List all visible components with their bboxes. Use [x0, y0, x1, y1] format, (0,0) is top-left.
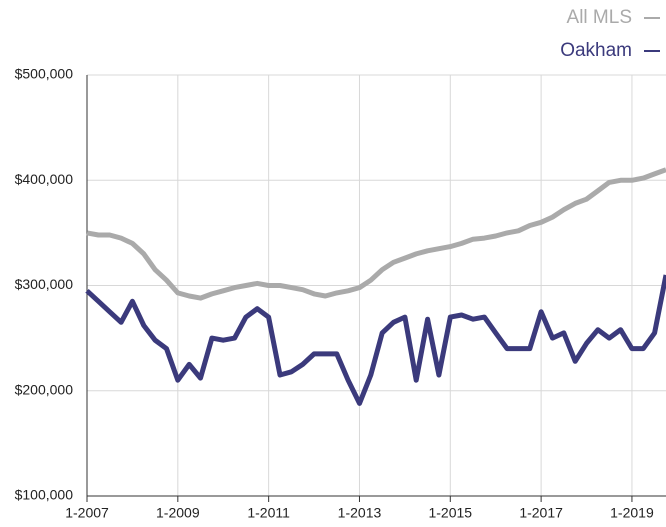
series-line — [85, 274, 666, 406]
y-tick-label: $100,000 — [15, 487, 74, 503]
legend-label: All MLS — [567, 7, 632, 28]
series-line — [86, 167, 666, 301]
x-tick-label: 1-2017 — [519, 505, 563, 521]
x-tick-label: 1-2013 — [338, 505, 382, 521]
x-tick-label: 1-2015 — [428, 505, 472, 521]
y-tick-label: $500,000 — [15, 66, 74, 82]
x-tick-label: 1-2011 — [247, 505, 290, 521]
legend-label: Oakham — [560, 40, 632, 61]
x-tick-label: 1-2019 — [610, 505, 654, 521]
y-tick-label: $200,000 — [15, 381, 74, 397]
y-tick-label: $300,000 — [15, 276, 74, 292]
x-tick-label: 1-2009 — [156, 505, 200, 521]
y-tick-label: $400,000 — [15, 171, 74, 187]
x-tick-label: 1-2007 — [65, 505, 109, 521]
